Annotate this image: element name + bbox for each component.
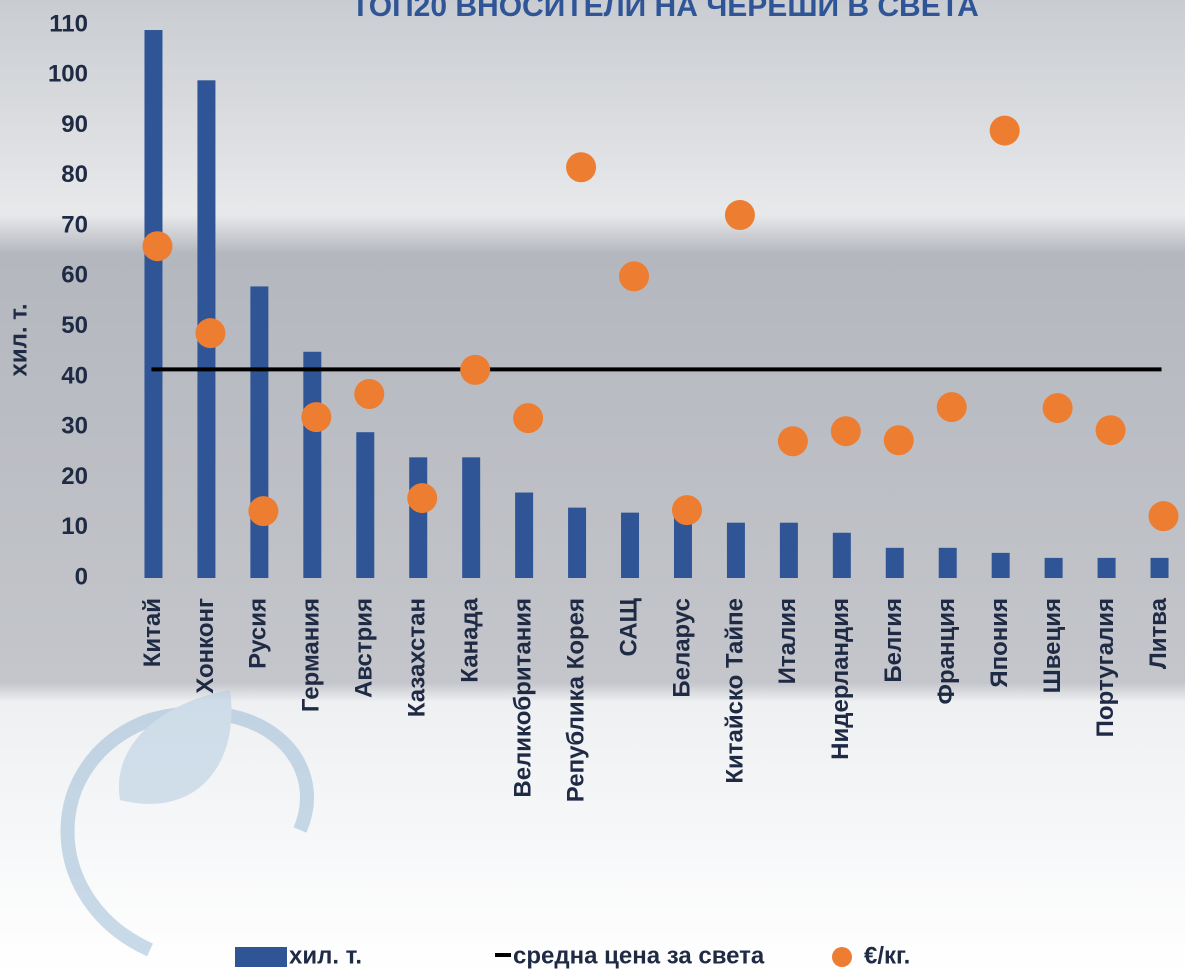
bar [621, 513, 639, 578]
dot [619, 261, 649, 291]
legend-swatch [832, 947, 852, 967]
legend-label: хил. т. [289, 942, 362, 969]
x-tick-label: Белгия [880, 598, 907, 683]
x-tick-label: Великобритания [509, 598, 536, 798]
dot [884, 425, 914, 455]
bar [462, 457, 480, 578]
dot [566, 152, 596, 182]
bar [992, 553, 1010, 578]
y-tick-label: 40 [61, 362, 88, 389]
y-tick-label: 10 [61, 513, 88, 540]
bar [250, 286, 268, 578]
dot [301, 402, 331, 432]
bar [568, 508, 586, 578]
bar [833, 533, 851, 578]
x-tick-label: Швеция [1039, 598, 1066, 693]
bar [303, 352, 321, 578]
bar [727, 523, 745, 578]
dot [1149, 501, 1179, 531]
x-tick-label: Австрия [351, 598, 378, 698]
bar [674, 518, 692, 578]
x-tick-label: Хонконг [192, 598, 219, 694]
bar [1098, 558, 1116, 578]
dot [195, 318, 225, 348]
dot [725, 200, 755, 230]
bar [515, 493, 533, 578]
dot [513, 403, 543, 433]
dot [407, 483, 437, 513]
x-tick-label: Русия [245, 598, 272, 669]
x-tick-label: Република Корея [562, 598, 589, 802]
x-tick-label: Китайско Тайпе [721, 598, 748, 784]
dot [142, 231, 172, 261]
x-tick-label: Португалия [1092, 598, 1119, 737]
y-tick-label: 20 [61, 463, 88, 490]
dot [248, 496, 278, 526]
y-tick-label: 90 [61, 111, 88, 138]
x-tick-label: Германия [298, 598, 325, 712]
legend-label: средна цена за света [513, 942, 765, 969]
dot [1043, 393, 1073, 423]
y-tick-label: 100 [48, 61, 88, 88]
dot [937, 392, 967, 422]
x-tick-label: Япония [986, 598, 1013, 688]
bar [144, 30, 162, 578]
dot [831, 416, 861, 446]
legend-label: €/кг. [864, 942, 910, 969]
background [0, 0, 1185, 975]
x-tick-label: Италия [774, 598, 801, 684]
dot [354, 379, 384, 409]
x-tick-label: Китай [139, 598, 166, 667]
x-tick-label: Казахстан [404, 598, 431, 717]
x-tick-label: Литва [1145, 597, 1172, 669]
y-axis-label: хил. т. [5, 304, 32, 377]
x-tick-label: Франция [933, 598, 960, 705]
x-tick-label: Канада [457, 597, 484, 682]
bar [1151, 558, 1169, 578]
bar [939, 548, 957, 578]
dot [672, 495, 702, 525]
x-tick-label: Беларус [668, 598, 695, 698]
bar [356, 432, 374, 578]
chart: ТОП20 ВНОСИТЕЛИ НА ЧЕРЕШИ В СВЕТА хил. т… [0, 0, 1185, 975]
y-tick-label: 30 [61, 413, 88, 440]
y-tick-label: 80 [61, 161, 88, 188]
bar [409, 457, 427, 578]
legend-swatch [235, 947, 287, 967]
bar [886, 548, 904, 578]
dot [990, 116, 1020, 146]
bar [780, 523, 798, 578]
y-tick-label: 60 [61, 262, 88, 289]
y-tick-label: 70 [61, 211, 88, 238]
bar [1045, 558, 1063, 578]
chart-title: ТОП20 ВНОСИТЕЛИ НА ЧЕРЕШИ В СВЕТА [351, 0, 979, 23]
dot [460, 355, 490, 385]
y-tick-label: 110 [49, 10, 88, 37]
dot [778, 426, 808, 456]
x-tick-label: Нидерландия [827, 598, 854, 760]
y-tick-label: 0 [75, 563, 88, 590]
y-tick-label: 50 [61, 312, 88, 339]
x-tick-label: САЩ [615, 597, 642, 656]
dot [1096, 415, 1126, 445]
